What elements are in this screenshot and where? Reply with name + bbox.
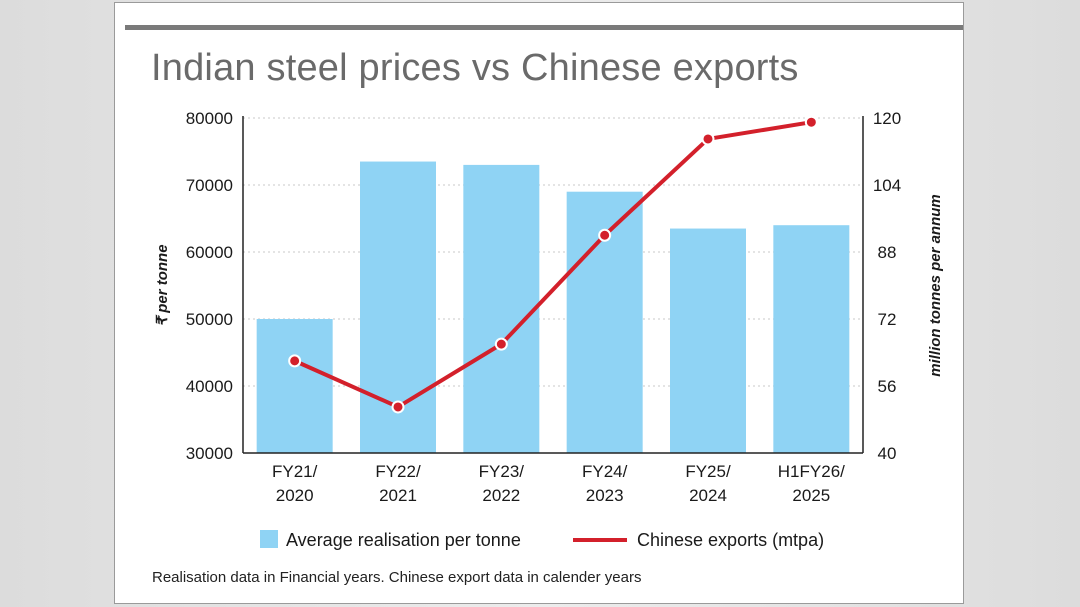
export-point bbox=[391, 400, 405, 414]
x-tick-label-line: FY22/ bbox=[375, 462, 421, 481]
chart-title: Indian steel prices vs Chinese exports bbox=[151, 47, 799, 89]
bar bbox=[670, 228, 746, 453]
axis-layer bbox=[242, 116, 864, 454]
bar bbox=[463, 164, 540, 453]
x-tick-label: FY25/2024 bbox=[685, 462, 731, 505]
export-point bbox=[494, 337, 508, 351]
x-tick-label-line: FY24/ bbox=[582, 462, 628, 481]
line-layer bbox=[288, 115, 818, 414]
y-right-tick-label: 120 bbox=[873, 109, 901, 128]
footnote: Realisation data in Financial years. Chi… bbox=[152, 569, 642, 586]
x-tick-label: FY23/2022 bbox=[479, 462, 525, 505]
y-right-tick-label: 72 bbox=[878, 310, 897, 329]
export-point bbox=[598, 228, 612, 242]
x-tick-label-line: H1FY26/ bbox=[778, 462, 845, 481]
y-left-tick-label: 70000 bbox=[186, 176, 233, 195]
y-right-axis-title: million tonnes per annum bbox=[927, 194, 944, 377]
bar bbox=[773, 225, 850, 453]
legend-swatch-bars bbox=[260, 530, 278, 548]
y-right-tick-label: 104 bbox=[873, 176, 901, 195]
x-tick-label: FY21/2020 bbox=[272, 462, 318, 505]
x-tick-label-line: 2020 bbox=[276, 486, 314, 505]
label-layer: 80000 120 70000 104 60000 88 50000 72 40000 56 300… bbox=[154, 109, 944, 505]
grid-layer bbox=[243, 117, 863, 387]
x-tick-label: FY24/2023 bbox=[582, 462, 628, 505]
y-left-tick-label: 60000 bbox=[186, 243, 233, 262]
legend-label-bars: Average realisation per tonne bbox=[286, 530, 521, 550]
x-tick-label-line: 2024 bbox=[689, 486, 727, 505]
chart-card: Indian steel prices vs Chinese exports 8… bbox=[114, 2, 964, 604]
export-point bbox=[288, 354, 302, 368]
y-right-tick-label: 40 bbox=[878, 444, 897, 463]
y-left-tick-label: 30000 bbox=[186, 444, 233, 463]
x-tick-label-line: 2022 bbox=[482, 486, 520, 505]
y-left-tick-label: 40000 bbox=[186, 377, 233, 396]
x-tick-label: FY22/2021 bbox=[375, 462, 421, 505]
x-tick-label-line: FY23/ bbox=[479, 462, 525, 481]
bar bbox=[256, 319, 333, 453]
x-tick-label-line: FY25/ bbox=[685, 462, 731, 481]
export-line bbox=[292, 120, 814, 409]
export-point bbox=[701, 132, 715, 146]
x-tick-label-line: 2021 bbox=[379, 486, 417, 505]
x-tick-label-line: 2025 bbox=[792, 486, 830, 505]
legend-label-line: Chinese exports (mtpa) bbox=[637, 530, 824, 550]
y-left-tick-label: 50000 bbox=[186, 310, 233, 329]
x-tick-label-line: FY21/ bbox=[272, 462, 318, 481]
y-left-axis-title: ₹ per tonne bbox=[154, 244, 171, 326]
bar-layer bbox=[256, 161, 850, 454]
chart-svg: 80000 120 70000 104 60000 88 50000 72 40000 56 300… bbox=[154, 109, 944, 550]
export-point bbox=[804, 115, 818, 129]
legend-layer: Average realisation per tonne Chinese exp… bbox=[260, 530, 824, 550]
y-right-tick-label: 88 bbox=[878, 243, 897, 262]
x-tick-label-line: 2023 bbox=[586, 486, 624, 505]
x-tick-label: H1FY26/2025 bbox=[778, 462, 845, 505]
y-left-tick-label: 80000 bbox=[186, 109, 233, 128]
y-right-tick-label: 56 bbox=[878, 377, 897, 396]
top-rule bbox=[125, 25, 963, 30]
